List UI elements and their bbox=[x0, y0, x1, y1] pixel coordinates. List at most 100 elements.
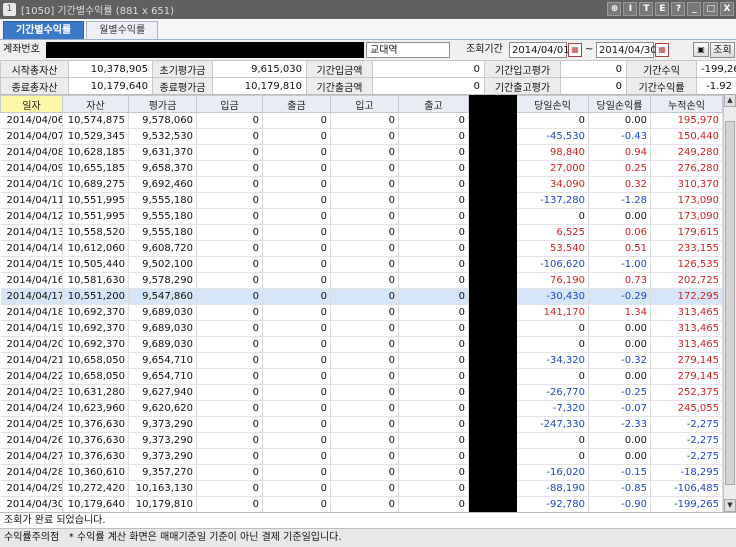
header-daily-pnl[interactable]: 당일손익 bbox=[516, 95, 589, 113]
header-eval[interactable]: 평가금 bbox=[128, 95, 197, 113]
cell-daily-pnl-rate: -1.00 bbox=[588, 256, 651, 273]
table-row[interactable]: 2014/04/16 10,581,630 9,578,290 0 0 0 0 76,190 0… bbox=[0, 272, 723, 289]
table-row[interactable]: 2014/04/12 10,551,995 9,555,180 0 0 0 0 0 0.00 17… bbox=[0, 208, 723, 225]
table-row[interactable]: 2014/04/19 10,692,370 9,689,030 0 0 0 0 0 0.00 31… bbox=[0, 320, 723, 337]
period-withdrawal-value: 0 bbox=[372, 77, 485, 95]
cell-asset: 10,558,520 bbox=[62, 224, 129, 241]
cell-asset: 10,658,050 bbox=[62, 368, 129, 385]
cell-date: 2014/04/24 bbox=[0, 400, 63, 417]
table-row[interactable]: 2014/04/20 10,692,370 9,689,030 0 0 0 0 0 0.00 31… bbox=[0, 336, 723, 353]
cell-date: 2014/04/20 bbox=[0, 336, 63, 353]
cell-withdrawal: 0 bbox=[262, 368, 331, 385]
cell-date: 2014/04/17 bbox=[0, 288, 63, 305]
minimize-icon[interactable]: _ bbox=[687, 2, 702, 16]
close-icon[interactable]: X bbox=[720, 2, 734, 16]
header-inbound[interactable]: 입고 bbox=[330, 95, 399, 113]
header-asset[interactable]: 자산 bbox=[62, 95, 129, 113]
help-icon[interactable]: ? bbox=[671, 2, 686, 16]
cell-date: 2014/04/06 bbox=[0, 112, 63, 129]
table-row[interactable]: 2014/04/23 10,631,280 9,627,940 0 0 0 0 -26,770… bbox=[0, 384, 723, 401]
cell-cumulative-pnl: 202,725 bbox=[650, 272, 723, 289]
cell-daily-pnl: 0 bbox=[516, 336, 589, 353]
cell-daily-pnl-rate: 0.73 bbox=[588, 272, 651, 289]
link-icon[interactable]: ⊕ bbox=[607, 2, 622, 16]
header-daily-pnl-rate[interactable]: 당일손익률 bbox=[588, 95, 651, 113]
cell-outbound: 0 bbox=[398, 304, 469, 321]
initial-eval-label: 초기평가금 bbox=[152, 60, 213, 78]
cell-asset: 10,692,370 bbox=[62, 304, 129, 321]
table-row[interactable]: 2014/04/14 10,612,060 9,608,720 0 0 0 0 53,540 0… bbox=[0, 240, 723, 257]
table-row[interactable]: 2014/04/30 10,179,640 10,179,810 0 0 0 0 -92,78… bbox=[0, 496, 723, 512]
cell-daily-pnl-rate: 0.25 bbox=[588, 160, 651, 177]
cell-outbound: 0 bbox=[398, 256, 469, 273]
calendar-icon[interactable]: ▦ bbox=[655, 43, 669, 57]
table-row[interactable]: 2014/04/27 10,376,630 9,373,290 0 0 0 0 0 0.00 -2… bbox=[0, 448, 723, 465]
header-date[interactable]: 일자 bbox=[0, 95, 63, 113]
table-row[interactable]: 2014/04/18 10,692,370 9,689,030 0 0 0 0 141,170… bbox=[0, 304, 723, 321]
cell-deposit: 0 bbox=[196, 208, 263, 225]
header-withdrawal[interactable]: 출금 bbox=[262, 95, 331, 113]
export-icon[interactable]: ▣ bbox=[693, 42, 709, 57]
query-button[interactable]: 조회 bbox=[710, 42, 735, 58]
table-row[interactable]: 2014/04/28 10,360,610 9,357,270 0 0 0 0 -16,020… bbox=[0, 464, 723, 481]
cell-outbound: 0 bbox=[398, 160, 469, 177]
table-row[interactable]: 2014/04/29 10,272,420 10,163,130 0 0 0 0 -88,19… bbox=[0, 480, 723, 497]
table-row[interactable]: 2014/04/24 10,623,960 9,620,620 0 0 0 0 -7,320-… bbox=[0, 400, 723, 417]
table-row[interactable]: 2014/04/08 10,628,185 9,631,370 0 0 0 0 98,840 0… bbox=[0, 144, 723, 161]
cell-outbound: 0 bbox=[398, 480, 469, 497]
table-row[interactable]: 2014/04/26 10,376,630 9,373,290 0 0 0 0 0 0.00 -2… bbox=[0, 432, 723, 449]
maximize-icon[interactable]: □ bbox=[703, 2, 718, 16]
cell-outbound: 0 bbox=[398, 336, 469, 353]
table-row[interactable]: 2014/04/07 10,529,345 9,532,530 0 0 0 0 -45,530… bbox=[0, 128, 723, 145]
tab-monthly-return[interactable]: 월별수익률 bbox=[86, 21, 159, 39]
grid-scrollbar[interactable]: ▲ ▼ bbox=[723, 94, 736, 512]
table-row[interactable]: 2014/04/15 10,505,440 9,502,100 0 0 0 0 -106,62… bbox=[0, 256, 723, 273]
cell-cumulative-pnl: 279,145 bbox=[650, 352, 723, 369]
cell-deposit: 0 bbox=[196, 128, 263, 145]
end-eval-value: 10,179,810 bbox=[212, 77, 307, 95]
header-cumulative-pnl[interactable]: 누적손익 bbox=[650, 95, 723, 113]
table-row[interactable]: 2014/04/10 10,689,275 9,692,460 0 0 0 0 34,090 0… bbox=[0, 176, 723, 193]
cell-date: 2014/04/26 bbox=[0, 432, 63, 449]
cell-redacted bbox=[468, 352, 517, 369]
cell-deposit: 0 bbox=[196, 400, 263, 417]
table-row[interactable]: 2014/04/17 10,551,200 9,547,860 0 0 0 0 -30,430… bbox=[0, 288, 723, 305]
cell-withdrawal: 0 bbox=[262, 336, 331, 353]
cell-outbound: 0 bbox=[398, 496, 469, 512]
cell-deposit: 0 bbox=[196, 352, 263, 369]
initial-eval-value: 9,615,030 bbox=[212, 60, 307, 78]
cell-eval: 9,357,270 bbox=[128, 464, 197, 481]
tab-period-return[interactable]: 기간별수익률 bbox=[3, 21, 85, 39]
table-row[interactable]: 2014/04/21 10,658,050 9,654,710 0 0 0 0 -34,320… bbox=[0, 352, 723, 369]
calendar-icon[interactable]: ▦ bbox=[568, 43, 582, 57]
header-deposit[interactable]: 입금 bbox=[196, 95, 263, 113]
period-withdrawal-label: 기간출금액 bbox=[306, 77, 373, 95]
table-row[interactable]: 2014/04/09 10,655,185 9,658,370 0 0 0 0 27,000 0… bbox=[0, 160, 723, 177]
cell-date: 2014/04/28 bbox=[0, 464, 63, 481]
tab-bar: 기간별수익률 월별수익률 bbox=[0, 19, 736, 40]
scroll-thumb[interactable] bbox=[725, 121, 735, 485]
header-outbound[interactable]: 출고 bbox=[398, 95, 469, 113]
table-row[interactable]: 2014/04/11 10,551,995 9,555,180 0 0 0 0 -137,28… bbox=[0, 192, 723, 209]
scroll-down-icon[interactable]: ▼ bbox=[724, 499, 736, 512]
cell-redacted bbox=[468, 272, 517, 289]
excel-icon[interactable]: E bbox=[655, 2, 670, 16]
cell-redacted bbox=[468, 224, 517, 241]
table-row[interactable]: 2014/04/22 10,658,050 9,654,710 0 0 0 0 0 0.00 27… bbox=[0, 368, 723, 385]
tools-icon[interactable]: T bbox=[639, 2, 654, 16]
daily-return-grid[interactable]: 일자 자산 평가금 입금 출금 입고 출고 당일손익 당일손익률 누적손익 20… bbox=[0, 94, 736, 512]
cell-daily-pnl-rate: 0.00 bbox=[588, 208, 651, 225]
end-date-input[interactable]: 2014/04/30 bbox=[596, 42, 657, 58]
scroll-up-icon[interactable]: ▲ bbox=[724, 94, 736, 107]
start-date-input[interactable]: 2014/04/01 bbox=[509, 42, 570, 58]
status-message: 조회가 완료 되었습니다. bbox=[0, 512, 736, 529]
table-row[interactable]: 2014/04/13 10,558,520 9,555,180 0 0 0 0 6,525 0.… bbox=[0, 224, 723, 241]
table-row[interactable]: 2014/04/25 10,376,630 9,373,290 0 0 0 0 -247,33… bbox=[0, 416, 723, 433]
cell-eval: 10,179,810 bbox=[128, 496, 197, 512]
cell-redacted bbox=[468, 112, 517, 129]
cell-deposit: 0 bbox=[196, 304, 263, 321]
table-row[interactable]: 2014/04/06 10,574,875 9,578,060 0 0 0 0 0 0.00 19… bbox=[0, 112, 723, 129]
cell-redacted bbox=[468, 288, 517, 305]
account-number-field[interactable] bbox=[46, 42, 364, 58]
info-icon[interactable]: I bbox=[623, 2, 638, 16]
